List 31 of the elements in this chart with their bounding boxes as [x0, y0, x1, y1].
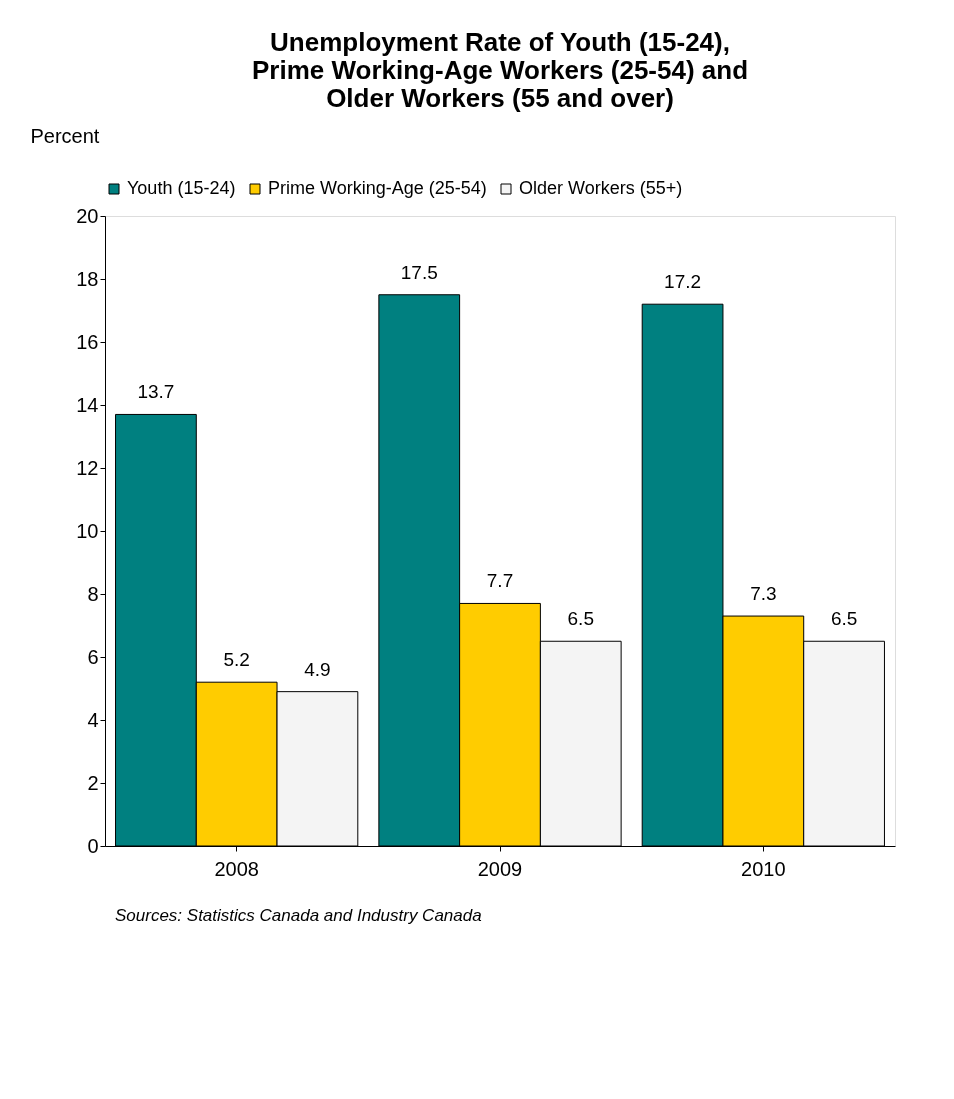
- data-label: 5.2: [223, 649, 250, 671]
- y-axis-title: Percent: [30, 124, 100, 147]
- data-label: 7.7: [486, 570, 514, 592]
- source-note: Sources: Statistics Canada and Industry Canada: [115, 906, 482, 925]
- legend-label: Prime Working-Age (25-54): [268, 178, 487, 198]
- legend-label: Older Workers (55+): [519, 178, 683, 198]
- y-tick-label: 14: [76, 393, 99, 416]
- data-label: 6.5: [830, 608, 858, 630]
- data-label: 4.9: [304, 658, 331, 680]
- data-label: 6.5: [567, 608, 594, 630]
- data-label: 17.2: [664, 271, 702, 293]
- y-tick-label: 16: [76, 330, 99, 353]
- x-tick-label: 2008: [214, 857, 259, 880]
- data-label: 13.7: [137, 381, 175, 403]
- x-tick-label: 2009: [477, 857, 523, 880]
- y-tick-label: 6: [87, 645, 99, 668]
- data-label: 7.3: [750, 583, 777, 605]
- y-tick-label: 10: [76, 519, 99, 542]
- text: Older Workers (55 and over): [326, 83, 674, 113]
- y-tick-label: 8: [87, 582, 99, 605]
- y-tick-label: 0: [87, 834, 99, 857]
- x-tick-label: 2010: [741, 857, 786, 880]
- text: Unemployment Rate of Youth (15-24),: [270, 27, 730, 57]
- y-tick-label: 12: [76, 456, 99, 479]
- y-tick-label: 4: [87, 708, 99, 731]
- legend-label: Youth (15-24): [127, 178, 236, 198]
- y-tick-label: 18: [76, 267, 99, 290]
- data-label: 17.5: [400, 261, 438, 283]
- text: Prime Working-Age Workers (25-54) and: [251, 55, 749, 85]
- y-tick-label: 2: [87, 771, 99, 794]
- y-tick-label: 20: [76, 204, 99, 227]
